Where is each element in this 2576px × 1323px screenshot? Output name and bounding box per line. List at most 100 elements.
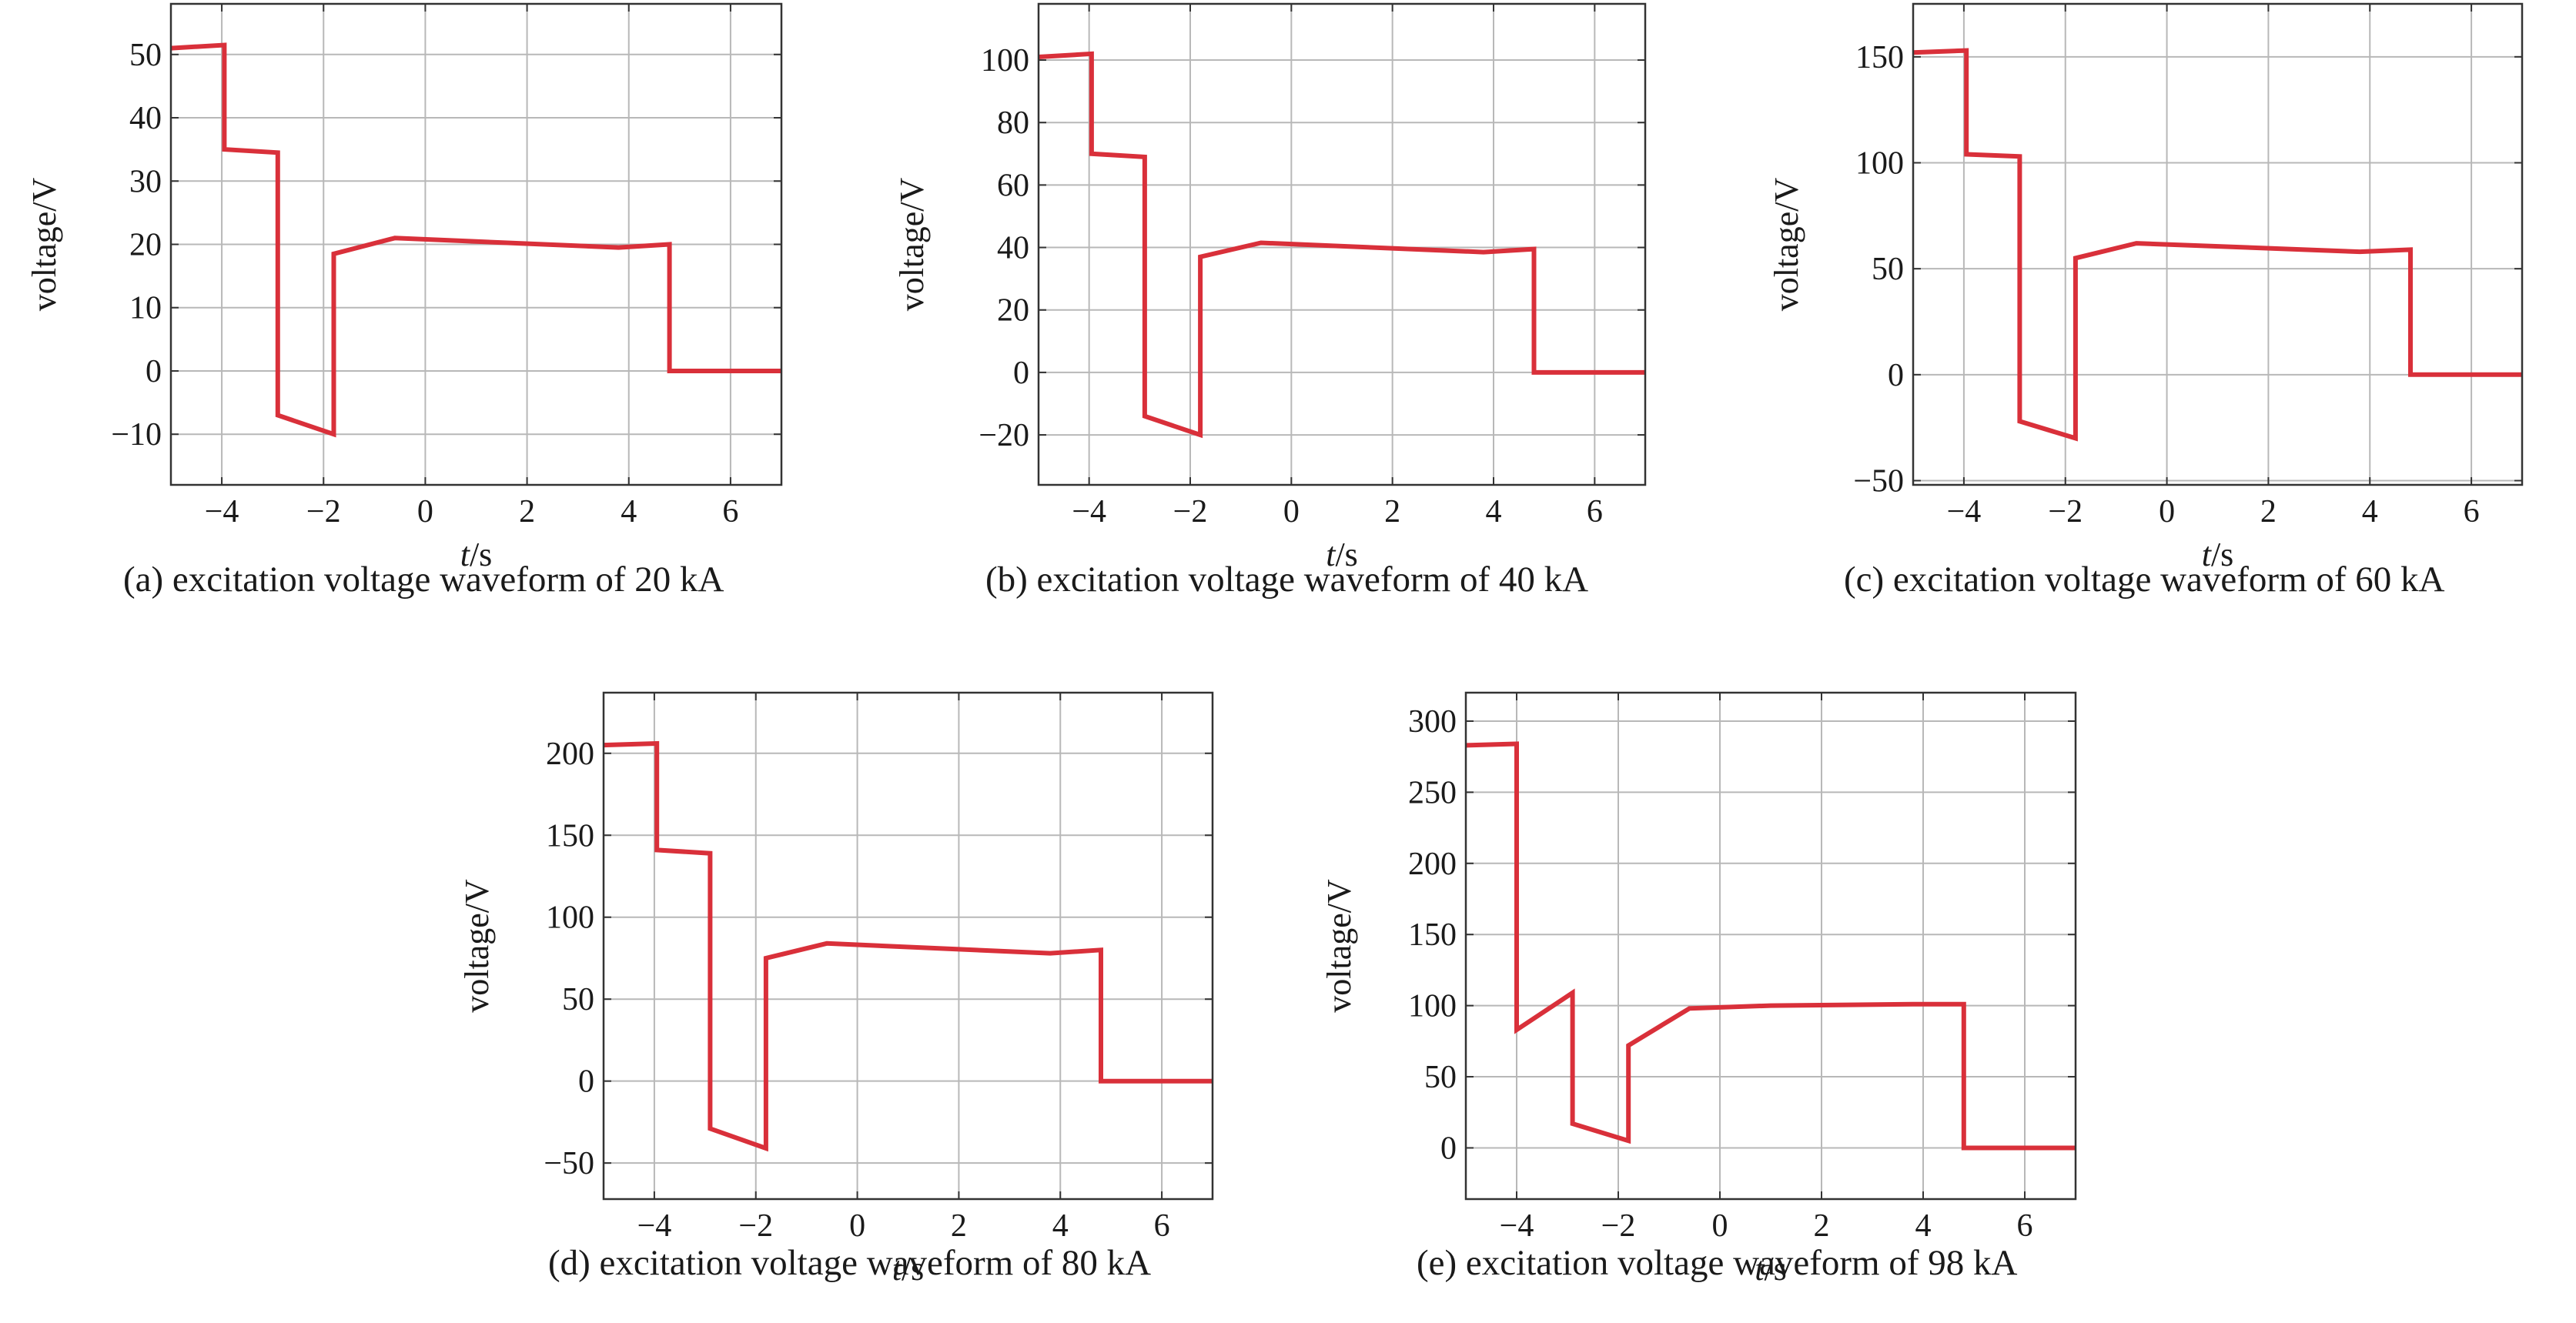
- x-axis-title: t/s: [2202, 536, 2234, 573]
- chart-caption-a: (a) excitation voltage waveform of 20 kA: [123, 560, 724, 600]
- x-tick-label: −4: [205, 494, 239, 530]
- x-tick-label: 4: [1915, 1208, 1932, 1244]
- voltage-series-line: [603, 740, 1213, 1152]
- chart-panel-c: −4 −2 0 2 4 6 −50 0 50 100 150 t/s voltage/V (c) exc…: [1717, 0, 2576, 639]
- y-tick-label: 20: [129, 228, 162, 263]
- x-tick-label: 6: [2017, 1208, 2033, 1244]
- x-tick-label: 2: [519, 494, 535, 530]
- y-tick-label: 60: [997, 168, 1029, 203]
- chart-svg-c: −4 −2 0 2 4 6 −50 0 50 100 150 t/s voltage/V: [1768, 2, 2524, 573]
- x-axis-title: t/s: [1755, 1250, 1787, 1288]
- chart-svg-a: −4 −2 0 2 4 6 −10 0 10 20 30 40 50 t/s voltage/V: [25, 2, 783, 573]
- x-axis-variable: t: [460, 536, 471, 573]
- plot-frame: [1464, 691, 2077, 1201]
- x-tick-label: 4: [621, 494, 637, 530]
- grid-a: [171, 4, 781, 485]
- plot-frame: [602, 691, 1214, 1201]
- x-tick-label: 2: [1814, 1208, 1830, 1244]
- y-tick-label: 30: [129, 164, 162, 199]
- y-tick-label: 40: [997, 231, 1029, 266]
- x-axis-unit: /s: [1335, 536, 1357, 573]
- ticks-e: −4 −2 0 2 4 6 0 50 100 150 200 250 300: [1408, 693, 2076, 1244]
- y-tick-label: 100: [981, 43, 1029, 79]
- y-tick-label: 200: [1408, 847, 1457, 882]
- x-tick-label: −2: [2048, 494, 2083, 530]
- x-tick-label: 0: [849, 1208, 865, 1244]
- x-axis-variable: t: [2202, 536, 2213, 573]
- y-tick-label: 20: [997, 293, 1029, 329]
- y-tick-label: −20: [979, 418, 1029, 453]
- chart-panel-a: −4 −2 0 2 4 6 −10 0 10 20 30 40 50 t/s voltage/V (a) e…: [0, 0, 816, 639]
- y-tick-label: 200: [546, 737, 594, 772]
- y-tick-label: 0: [146, 354, 162, 389]
- y-tick-label: 100: [1855, 145, 1904, 181]
- x-tick-label: 4: [1486, 494, 1502, 530]
- y-tick-label: 0: [578, 1064, 594, 1100]
- chart-panel-d: −4 −2 0 2 4 6 −50 0 50 100 150 200 t/s voltage/V (d) …: [431, 670, 1278, 1323]
- x-tick-label: 0: [1283, 494, 1300, 530]
- y-tick-label: 40: [129, 101, 162, 136]
- y-tick-label: 100: [546, 900, 594, 936]
- x-tick-label: 0: [2159, 494, 2175, 530]
- chart-panel-e: −4 −2 0 2 4 6 0 50 100 150 200 250 300 t/s voltage/V (…: [1309, 670, 2194, 1323]
- chart-caption-e: (e) excitation voltage waveform of 98 kA: [1417, 1243, 2018, 1283]
- chart-svg-d: −4 −2 0 2 4 6 −50 0 50 100 150 200 t/s voltage/V: [458, 691, 1214, 1288]
- y-tick-label: −50: [1853, 463, 1904, 499]
- x-axis-variable: t: [892, 1250, 903, 1288]
- x-tick-label: 6: [2464, 494, 2480, 530]
- x-tick-label: 0: [417, 494, 433, 530]
- y-axis-title: voltage/V: [458, 879, 496, 1013]
- y-tick-label: 50: [562, 982, 594, 1017]
- x-axis-unit: /s: [2211, 536, 2233, 573]
- x-axis-variable: t: [1755, 1250, 1765, 1288]
- y-axis-title: voltage/V: [893, 178, 931, 312]
- x-tick-label: 4: [2362, 494, 2378, 530]
- x-tick-label: −4: [1072, 494, 1106, 530]
- voltage-series-line: [1912, 48, 2522, 442]
- y-axis-title: voltage/V: [25, 178, 63, 312]
- voltage-series-line: [170, 42, 781, 438]
- x-tick-label: 2: [2260, 494, 2277, 530]
- y-axis-title: voltage/V: [1768, 178, 1805, 312]
- x-axis-title: t/s: [892, 1250, 925, 1288]
- x-axis-unit: /s: [470, 536, 492, 573]
- x-tick-label: −4: [1947, 494, 1982, 530]
- y-tick-label: 150: [1408, 917, 1457, 953]
- y-tick-label: 50: [1872, 252, 1904, 287]
- x-tick-label: 6: [1587, 494, 1603, 530]
- y-tick-label: −50: [544, 1146, 594, 1181]
- plot-frame: [169, 2, 783, 486]
- y-tick-label: 300: [1408, 704, 1457, 740]
- plot-frame: [1037, 2, 1647, 486]
- ticks-d: −4 −2 0 2 4 6 −50 0 50 100 150 200: [544, 693, 1213, 1244]
- y-tick-label: 80: [997, 105, 1029, 141]
- x-axis-unit: /s: [902, 1250, 924, 1288]
- chart-caption-b: (b) excitation voltage waveform of 40 kA: [985, 560, 1589, 600]
- x-tick-label: −4: [637, 1208, 672, 1244]
- x-tick-label: −2: [1173, 494, 1208, 530]
- x-tick-label: −2: [1601, 1208, 1636, 1244]
- x-tick-label: 6: [1154, 1208, 1170, 1244]
- x-tick-label: 2: [951, 1208, 967, 1244]
- voltage-series-line: [1465, 741, 2076, 1151]
- x-axis-variable: t: [1326, 536, 1337, 573]
- y-tick-label: 0: [1440, 1131, 1457, 1166]
- ticks-c: −4 −2 0 2 4 6 −50 0 50 100 150: [1853, 4, 2522, 530]
- x-axis-title: t/s: [460, 536, 493, 573]
- y-axis-title: voltage/V: [1320, 879, 1358, 1013]
- voltage-series-line: [1038, 51, 1645, 439]
- y-tick-label: 50: [129, 38, 162, 73]
- x-axis-unit: /s: [1764, 1250, 1786, 1288]
- chart-caption-d: (d) excitation voltage waveform of 80 kA: [548, 1243, 1152, 1283]
- chart-svg-e: −4 −2 0 2 4 6 0 50 100 150 200 250 300 t/s voltage/V: [1320, 691, 2077, 1288]
- x-tick-label: 2: [1384, 494, 1400, 530]
- y-tick-label: 100: [1408, 989, 1457, 1024]
- x-tick-label: −4: [1500, 1208, 1534, 1244]
- chart-panel-b: −4 −2 0 2 4 6 −20 0 20 40 60 80 100 t/s voltage/V (b) …: [855, 0, 1701, 639]
- y-tick-label: 50: [1424, 1060, 1457, 1095]
- ticks-a: −4 −2 0 2 4 6 −10 0 10 20 30 40 50: [111, 4, 781, 530]
- plot-frame: [1912, 2, 2524, 486]
- chart-caption-c: (c) excitation voltage waveform of 60 kA: [1844, 560, 2445, 600]
